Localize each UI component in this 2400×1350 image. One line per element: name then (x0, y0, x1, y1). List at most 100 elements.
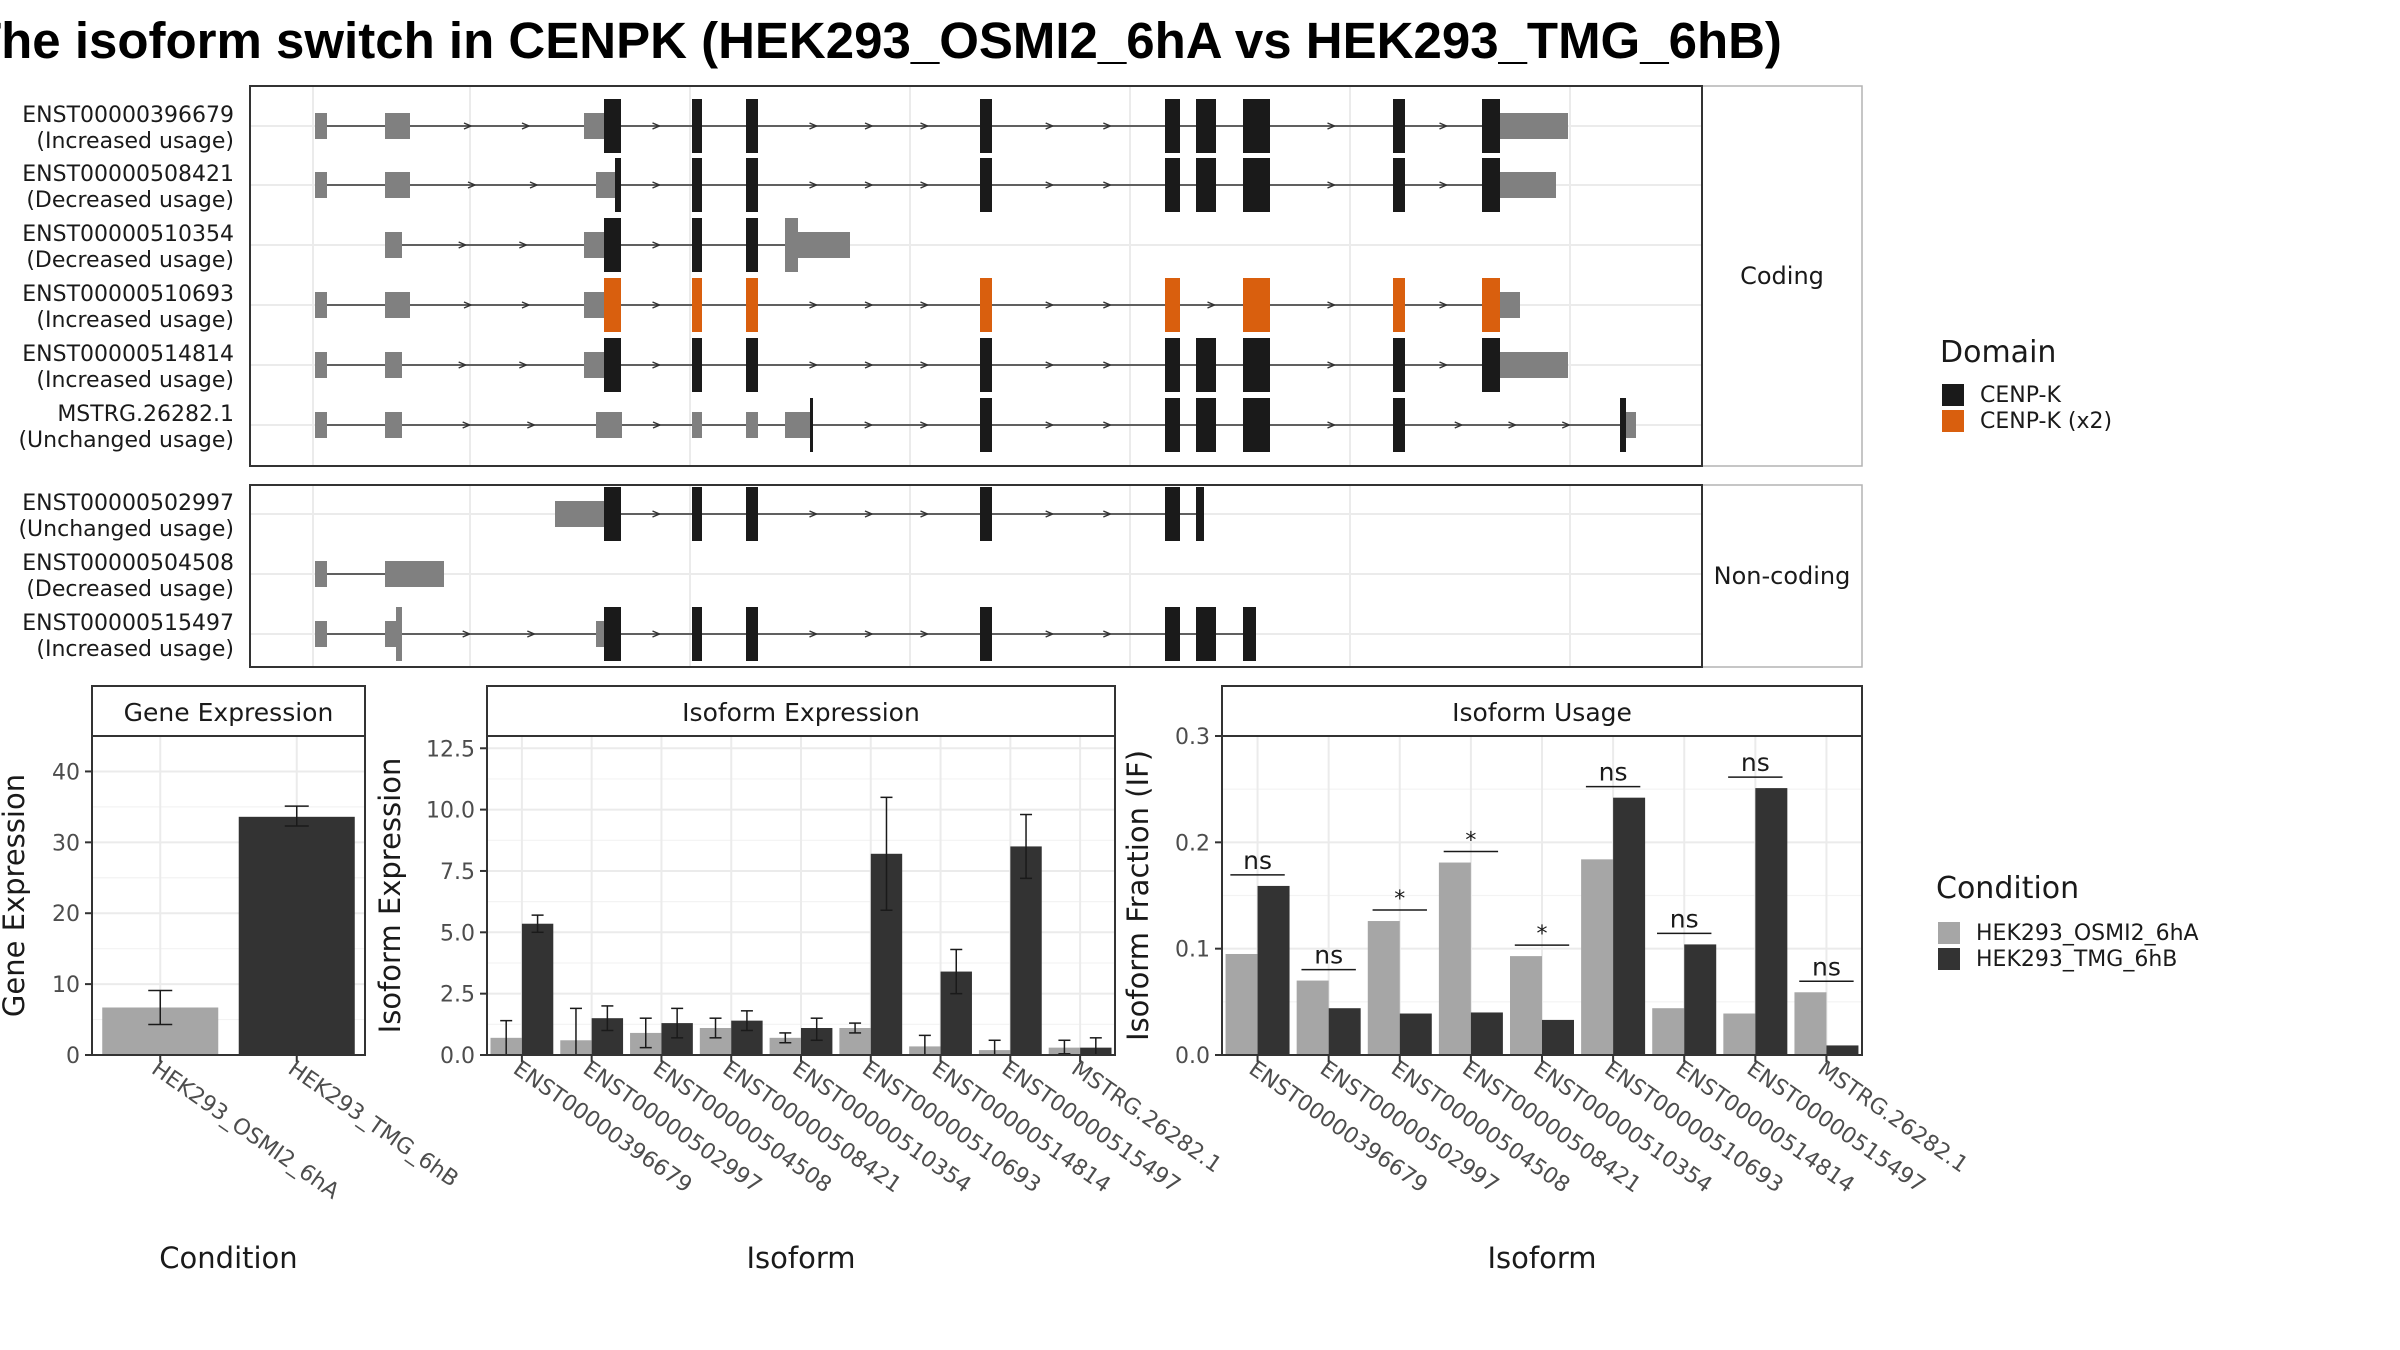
x-axis-title: Isoform (1487, 1241, 1596, 1275)
exon (1482, 338, 1500, 392)
strand-arrow (1045, 181, 1055, 189)
exon (596, 412, 622, 438)
domain-legend-key (1942, 410, 1964, 432)
figure-title: The isoform switch in CENPK (HEK293_OSMI… (0, 12, 1782, 69)
exon (584, 232, 604, 258)
facet-strip-label: Coding (1740, 262, 1824, 290)
strand-arrow (1439, 181, 1449, 189)
exon (396, 607, 402, 661)
strand-arrow (1327, 181, 1337, 189)
exon (1482, 158, 1500, 212)
panel-border (249, 484, 1703, 668)
strand-arrow (521, 122, 531, 130)
domain-legend-key (1942, 384, 1964, 406)
chart-strip (1221, 685, 1863, 737)
strand-arrow (809, 510, 819, 518)
y-tick-label: 2.5 (440, 983, 475, 1008)
exon (810, 398, 813, 452)
exon (584, 352, 604, 378)
exon (692, 487, 702, 541)
exon (615, 158, 621, 212)
bar (1794, 992, 1827, 1055)
transcript-row (315, 561, 444, 587)
panel-border (249, 85, 1703, 467)
isoform-usage-label: (Decreased usage) (26, 248, 234, 273)
y-tick-label: 20 (52, 902, 80, 927)
strand-arrow (1439, 122, 1449, 130)
exon (1500, 352, 1568, 378)
strand-arrow (529, 181, 539, 189)
bar (238, 816, 355, 1055)
exon (604, 218, 621, 272)
exon (746, 218, 758, 272)
bar (1257, 885, 1290, 1055)
isoform-label: ENST00000510693 (22, 282, 234, 307)
chart-isoform-usage: Isoform Usage 0.0 0.1 0.2 0.3 ns ns * * * ns ns ns ns… (1121, 685, 1972, 1275)
significance-label: ns (1670, 904, 1699, 933)
strand-arrow (1103, 630, 1113, 638)
exon (980, 158, 992, 212)
isoform-usage-label: (Unchanged usage) (18, 428, 234, 453)
exon (596, 621, 604, 647)
exon (1393, 398, 1405, 452)
exon (746, 412, 758, 438)
strand-arrow (1207, 301, 1217, 309)
strand-arrow (920, 421, 930, 429)
strand-arrow (652, 630, 662, 638)
transcript-row (315, 278, 1520, 332)
bar (1225, 953, 1258, 1055)
bar (769, 1037, 801, 1055)
transcript-row (315, 158, 1556, 212)
strand-arrow (1103, 122, 1113, 130)
bar (1438, 862, 1471, 1055)
condition-legend-label: HEK293_TMG_6hB (1976, 947, 2177, 972)
exon (746, 487, 758, 541)
y-tick-label: 7.5 (440, 860, 475, 885)
exon (1626, 412, 1636, 438)
panel-background (250, 485, 1702, 667)
strand-arrow (864, 510, 874, 518)
isoform-usage-label: (Unchanged usage) (18, 517, 234, 542)
exon (1243, 158, 1270, 212)
transcript-row (315, 99, 1568, 153)
strand-arrow (1327, 421, 1337, 429)
exon (980, 338, 992, 392)
isoform-label: ENST00000515497 (22, 611, 234, 636)
significance-label: ns (1243, 846, 1272, 875)
y-tick-label: 0.3 (1175, 725, 1210, 750)
exon (315, 561, 327, 587)
significance-label: ns (1599, 758, 1628, 787)
exon (385, 352, 402, 378)
exon (1196, 607, 1216, 661)
isoform-label: ENST00000508421 (22, 162, 234, 187)
exon (692, 99, 702, 153)
chart-title: Isoform Expression (682, 698, 920, 727)
exon (385, 113, 410, 139)
exon (1243, 338, 1270, 392)
transcript-row (385, 218, 850, 272)
strand-arrow (809, 301, 819, 309)
y-axis-title: Isoform Fraction (IF) (1121, 750, 1155, 1041)
isoform-label: MSTRG.26282.1 (57, 402, 234, 427)
y-tick-label: 0.0 (440, 1044, 475, 1069)
strand-arrow (1103, 181, 1113, 189)
exon (315, 113, 327, 139)
y-tick-label: 12.5 (426, 737, 475, 762)
exon (746, 158, 758, 212)
bar (1684, 944, 1717, 1055)
strand-arrow (652, 301, 662, 309)
strand-arrow (920, 181, 930, 189)
panel-background (250, 86, 1702, 466)
strand-arrow (1045, 122, 1055, 130)
exon (692, 218, 702, 272)
strand-arrow (1508, 421, 1518, 429)
exon (1165, 398, 1180, 452)
strand-arrow (809, 181, 819, 189)
exon (1243, 99, 1270, 153)
strand-arrow (809, 361, 819, 369)
bar (1581, 859, 1614, 1055)
exon (1393, 158, 1405, 212)
exon (746, 99, 758, 153)
strand-arrow (809, 630, 819, 638)
